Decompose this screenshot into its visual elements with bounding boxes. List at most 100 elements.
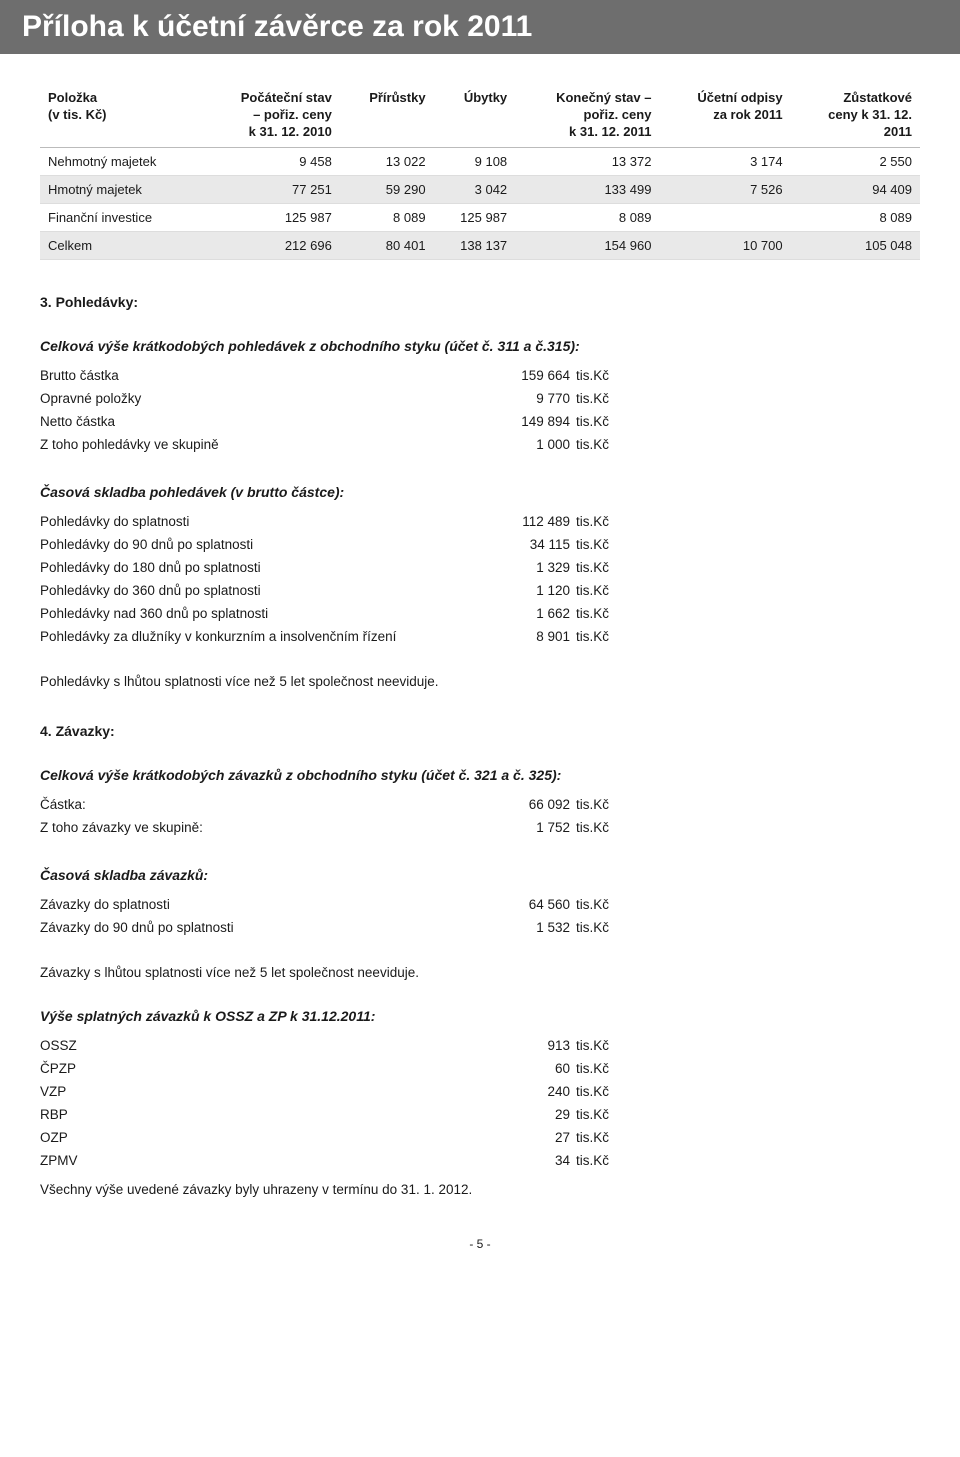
page-title: Příloha k účetní závěrce za rok 2011	[22, 10, 532, 43]
section3-sub1-title: Celková výše krátkodobých pohledávek z o…	[40, 338, 920, 354]
table-cell-value: 9 458	[201, 147, 340, 175]
kv-value: 1 329	[500, 556, 576, 579]
kv-value: 1 532	[500, 916, 576, 939]
kv-label: RBP	[40, 1103, 500, 1126]
table-cell-label: Hmotný majetek	[40, 175, 201, 203]
table-row: Z toho pohledávky ve skupině1 000tis.Kč	[40, 433, 626, 456]
table-cell-label: Finanční investice	[40, 203, 201, 231]
kv-value: 1 000	[500, 433, 576, 456]
kv-label: ZPMV	[40, 1149, 500, 1172]
section4-title: 4. Závazky:	[40, 723, 920, 739]
table-row: Finanční investice125 9878 089125 9878 0…	[40, 203, 920, 231]
kv-label: Pohledávky do 180 dnů po splatnosti	[40, 556, 500, 579]
receivables-summary-table: Brutto částka159 664tis.KčOpravné položk…	[40, 364, 626, 456]
table-row: Závazky do splatnosti64 560tis.Kč	[40, 893, 626, 916]
kv-unit: tis.Kč	[576, 556, 626, 579]
table-cell-value: 7 526	[659, 175, 790, 203]
kv-value: 34	[500, 1149, 576, 1172]
table-cell-value: 9 108	[434, 147, 516, 175]
kv-unit: tis.Kč	[576, 816, 626, 839]
table-cell-value: 8 089	[791, 203, 920, 231]
table-column-header: Položka(v tis. Kč)	[40, 84, 201, 147]
kv-value: 66 092	[500, 793, 576, 816]
table-row: ZPMV34tis.Kč	[40, 1149, 626, 1172]
kv-label: OZP	[40, 1126, 500, 1149]
kv-unit: tis.Kč	[576, 387, 626, 410]
kv-unit: tis.Kč	[576, 893, 626, 916]
table-row: Pohledávky nad 360 dnů po splatnosti1 66…	[40, 602, 626, 625]
kv-label: Částka:	[40, 793, 500, 816]
kv-value: 159 664	[500, 364, 576, 387]
kv-value: 149 894	[500, 410, 576, 433]
kv-label: VZP	[40, 1080, 500, 1103]
liabilities-summary-table: Částka:66 092tis.KčZ toho závazky ve sku…	[40, 793, 626, 839]
section3-title: 3. Pohledávky:	[40, 294, 920, 310]
kv-label: Opravné položky	[40, 387, 500, 410]
kv-label: Z toho závazky ve skupině:	[40, 816, 500, 839]
kv-value: 29	[500, 1103, 576, 1126]
kv-unit: tis.Kč	[576, 364, 626, 387]
table-column-header: Úbytky	[434, 84, 516, 147]
table-cell-value: 80 401	[340, 231, 434, 259]
table-cell-value: 3 042	[434, 175, 516, 203]
kv-unit: tis.Kč	[576, 1126, 626, 1149]
kv-unit: tis.Kč	[576, 533, 626, 556]
kv-label: Závazky do 90 dnů po splatnosti	[40, 916, 500, 939]
table-cell-value: 59 290	[340, 175, 434, 203]
table-row: Netto částka149 894tis.Kč	[40, 410, 626, 433]
table-cell-value	[659, 203, 790, 231]
table-cell-value: 105 048	[791, 231, 920, 259]
table-cell-value: 212 696	[201, 231, 340, 259]
kv-value: 1 752	[500, 816, 576, 839]
kv-unit: tis.Kč	[576, 1034, 626, 1057]
table-row: Nehmotný majetek9 45813 0229 10813 3723 …	[40, 147, 920, 175]
kv-unit: tis.Kč	[576, 916, 626, 939]
table-row: Opravné položky9 770tis.Kč	[40, 387, 626, 410]
table-row: VZP240tis.Kč	[40, 1080, 626, 1103]
table-column-header: Přírůstky	[340, 84, 434, 147]
table-column-header: Účetní odpisyza rok 2011	[659, 84, 790, 147]
kv-unit: tis.Kč	[576, 1149, 626, 1172]
kv-value: 60	[500, 1057, 576, 1080]
table-cell-value: 13 372	[515, 147, 659, 175]
kv-value: 9 770	[500, 387, 576, 410]
kv-label: Z toho pohledávky ve skupině	[40, 433, 500, 456]
kv-unit: tis.Kč	[576, 410, 626, 433]
kv-label: ČPZP	[40, 1057, 500, 1080]
table-cell-value: 8 089	[515, 203, 659, 231]
kv-unit: tis.Kč	[576, 433, 626, 456]
table-cell-value: 125 987	[201, 203, 340, 231]
table-row: Hmotný majetek77 25159 2903 042133 4997 …	[40, 175, 920, 203]
table-cell-value: 10 700	[659, 231, 790, 259]
kv-unit: tis.Kč	[576, 510, 626, 533]
kv-value: 8 901	[500, 625, 576, 648]
table-cell-value: 125 987	[434, 203, 516, 231]
table-cell-value: 154 960	[515, 231, 659, 259]
table-cell-label: Celkem	[40, 231, 201, 259]
kv-label: Pohledávky nad 360 dnů po splatnosti	[40, 602, 500, 625]
table-row: Z toho závazky ve skupině:1 752tis.Kč	[40, 816, 626, 839]
table-column-header: Zůstatkovéceny k 31. 12.2011	[791, 84, 920, 147]
table-cell-value: 2 550	[791, 147, 920, 175]
kv-value: 64 560	[500, 893, 576, 916]
section3-sub2-title: Časová skladba pohledávek (v brutto část…	[40, 484, 920, 500]
table-cell-value: 133 499	[515, 175, 659, 203]
table-cell-label: Nehmotný majetek	[40, 147, 201, 175]
table-row: Pohledávky do 360 dnů po splatnosti1 120…	[40, 579, 626, 602]
liabilities-aging-table: Závazky do splatnosti64 560tis.KčZávazky…	[40, 893, 626, 939]
kv-value: 1 120	[500, 579, 576, 602]
kv-unit: tis.Kč	[576, 625, 626, 648]
kv-label: Pohledávky do 90 dnů po splatnosti	[40, 533, 500, 556]
table-row: RBP29tis.Kč	[40, 1103, 626, 1126]
table-row: Celkem212 69680 401138 137154 96010 7001…	[40, 231, 920, 259]
section4-note2: Všechny výše uvedené závazky byly uhraze…	[40, 1182, 920, 1197]
section4-note: Závazky s lhůtou splatnosti více než 5 l…	[40, 965, 920, 980]
kv-value: 27	[500, 1126, 576, 1149]
kv-label: OSSZ	[40, 1034, 500, 1057]
kv-label: Pohledávky do 360 dnů po splatnosti	[40, 579, 500, 602]
kv-value: 34 115	[500, 533, 576, 556]
kv-label: Brutto částka	[40, 364, 500, 387]
section4-sub2-title: Časová skladba závazků:	[40, 867, 920, 883]
table-row: Brutto částka159 664tis.Kč	[40, 364, 626, 387]
kv-label: Pohledávky do splatnosti	[40, 510, 500, 533]
